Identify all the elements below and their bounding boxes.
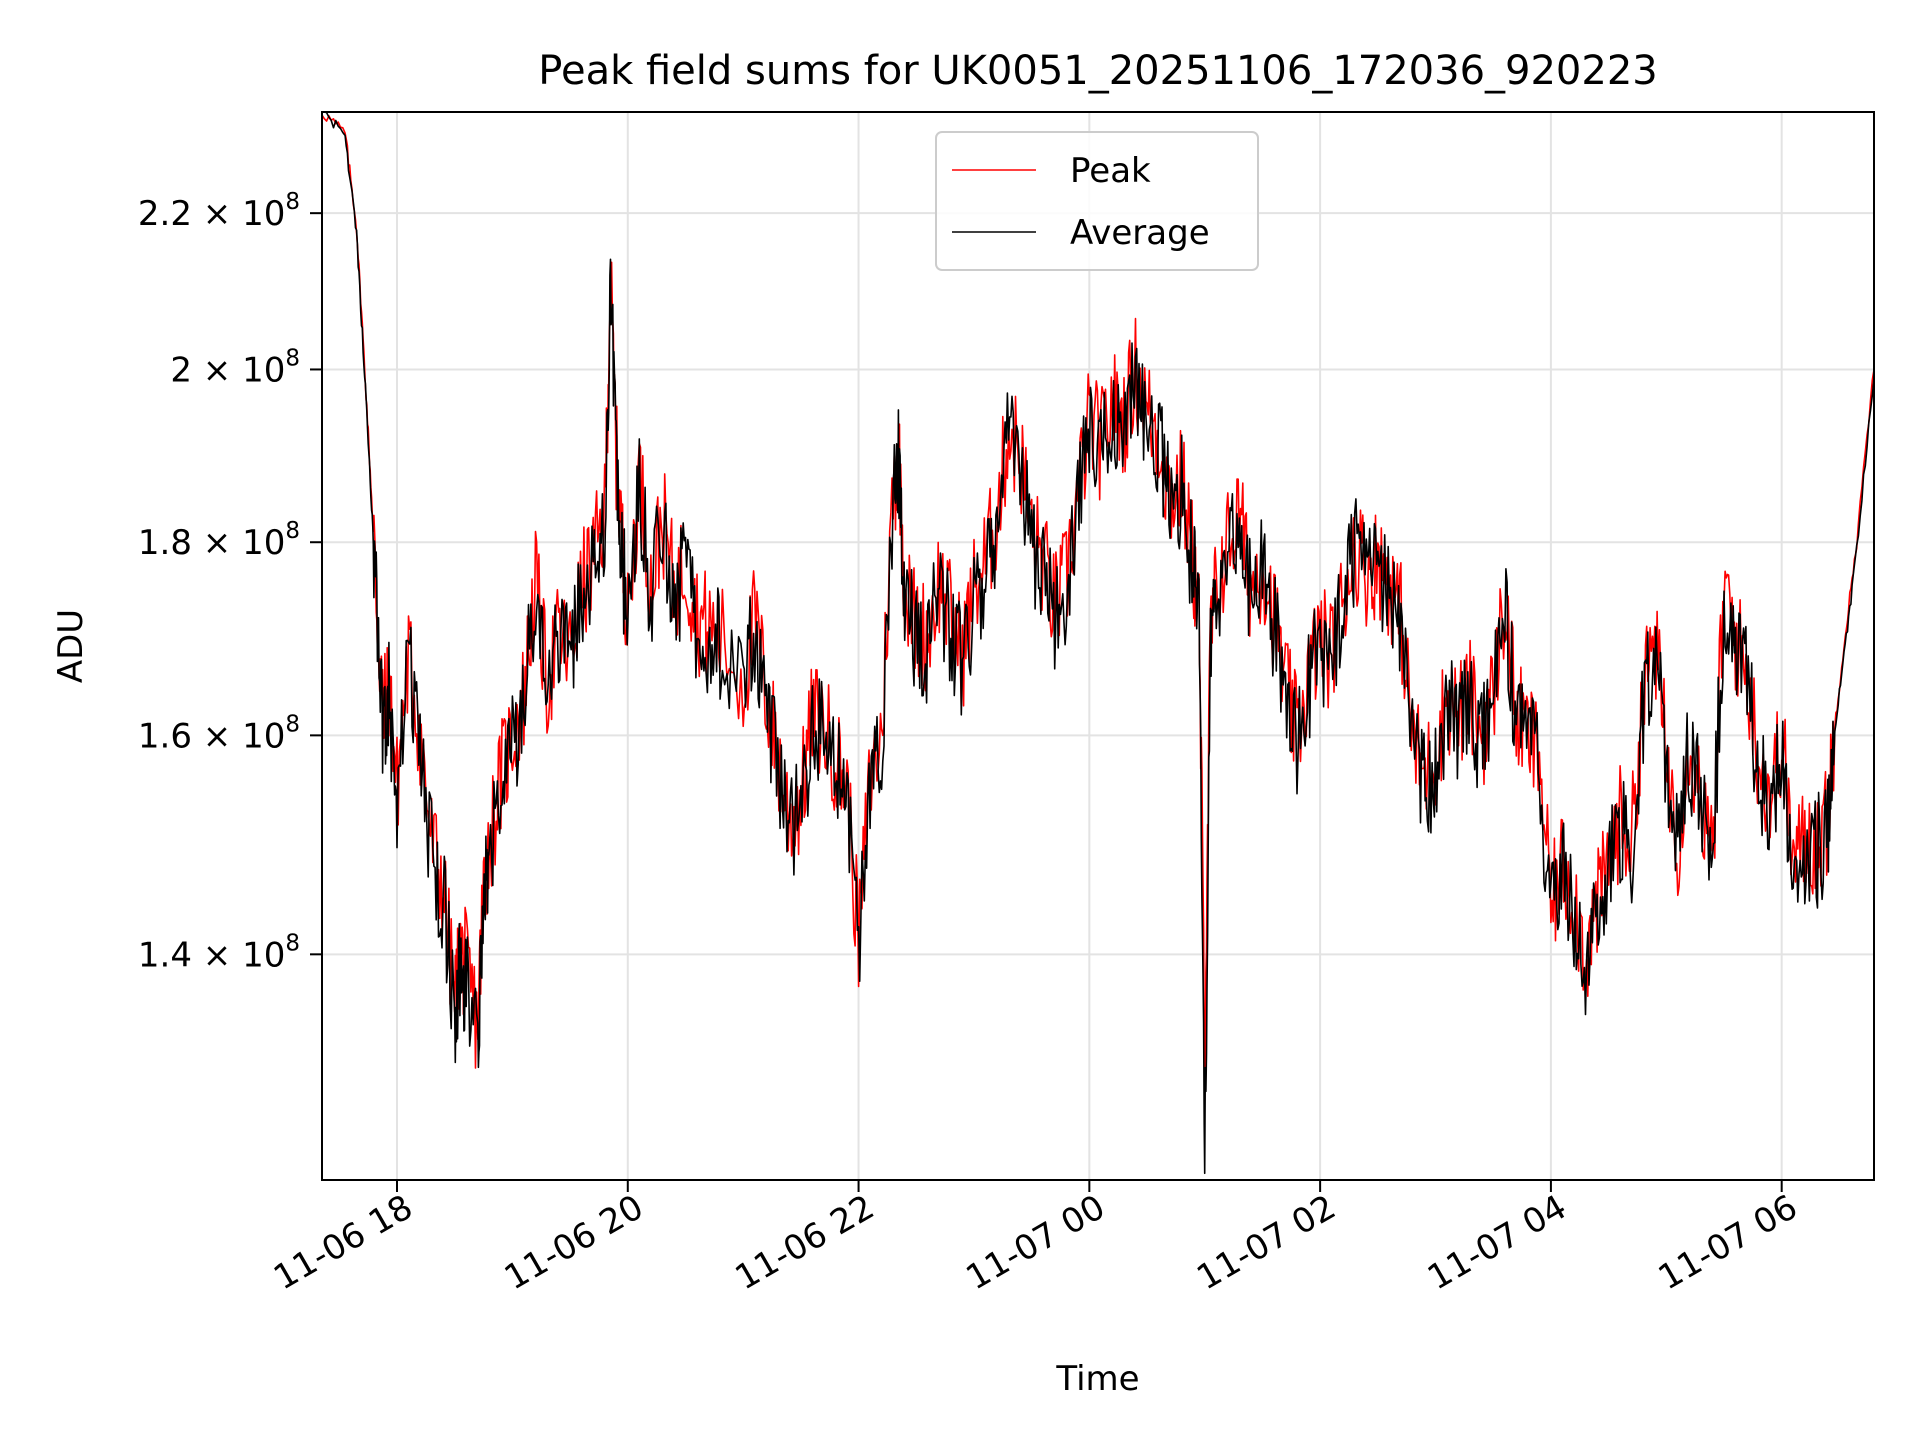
y-tick-mantissa: 1.6 × 10 — [138, 716, 285, 756]
legend-label-average: Average — [1070, 213, 1210, 253]
x-axis-label: Time — [1055, 1359, 1139, 1399]
y-tick-label: 1.4 × 108 — [138, 930, 300, 975]
y-tick-exponent: 8 — [285, 189, 300, 215]
y-tick-mantissa: 1.8 × 10 — [138, 523, 285, 563]
axes-frame — [321, 111, 1875, 1181]
y-tick-mantissa: 2 × 10 — [170, 350, 285, 390]
legend-box — [935, 131, 1259, 271]
y-tick-label: 1.6 × 108 — [138, 711, 300, 756]
y-tick-exponent: 8 — [285, 345, 300, 371]
y-tick-mantissa: 1.4 × 10 — [138, 935, 285, 975]
y-tick-exponent: 8 — [285, 930, 300, 956]
grid-lines — [322, 112, 1874, 1180]
legend: Peak Average — [935, 131, 1259, 271]
y-tick-exponent: 8 — [285, 518, 300, 544]
y-tick-mantissa: 2.2 × 10 — [138, 194, 285, 234]
series-line-average — [322, 111, 1875, 1175]
y-tick-label: 2 × 108 — [170, 345, 300, 390]
chart-title: Peak field sums for UK0051_20251106_1720… — [538, 48, 1657, 94]
y-axis-label: ADU — [51, 609, 91, 683]
y-tick-exponent: 8 — [285, 711, 300, 737]
y-tick-label: 1.8 × 108 — [138, 518, 300, 563]
y-tick-label: 2.2 × 108 — [138, 189, 300, 234]
plot-area — [321, 111, 1875, 1175]
legend-label-peak: Peak — [1070, 151, 1151, 191]
